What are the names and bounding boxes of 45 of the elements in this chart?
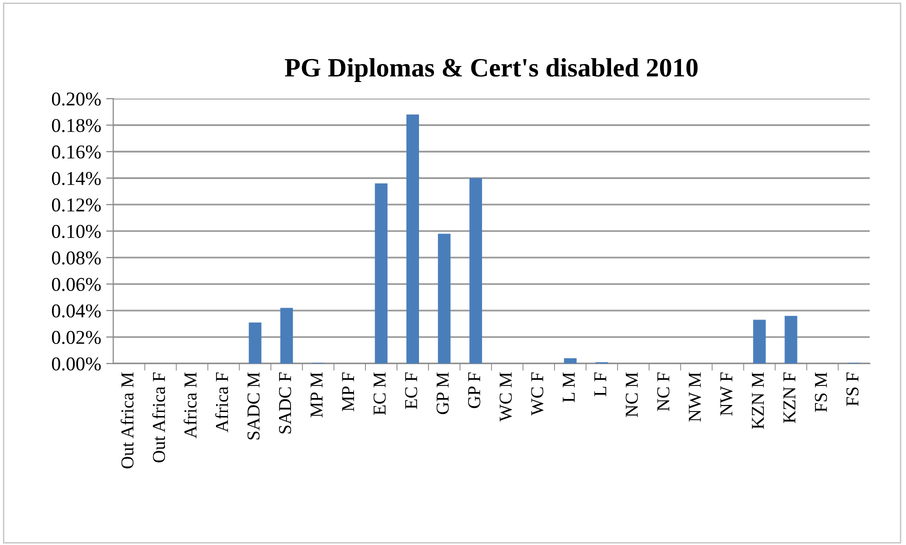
y-tick-label: 0.04% — [52, 304, 101, 318]
x-tick-label: WC M — [500, 372, 512, 422]
x-tick-label: SADC F — [279, 372, 292, 434]
bar — [753, 320, 766, 364]
x-tick-label: NC F — [657, 372, 670, 411]
y-tick-label: 0.14% — [52, 172, 101, 186]
x-tick-label: WC F — [531, 372, 544, 416]
x-tick-label: NC M — [626, 372, 638, 417]
x-tick-label: SADC M — [247, 372, 260, 440]
bar — [564, 358, 577, 364]
x-tick-label: Out Africa F — [152, 372, 166, 462]
x-tick-label: NW M — [688, 372, 702, 422]
bar — [248, 322, 262, 364]
y-tick-label: 0.06% — [52, 278, 101, 292]
bar — [469, 178, 482, 364]
x-tick-label: GP F — [468, 372, 480, 408]
x-tick-label: KZN M — [752, 372, 764, 430]
x-tick-label: FS F — [846, 372, 859, 406]
bar — [374, 183, 388, 364]
bar — [406, 114, 420, 364]
y-tick-label: 0.20% — [52, 92, 101, 106]
y-tick-label: 0.00% — [52, 357, 101, 371]
y-tick-label: 0.18% — [52, 118, 101, 132]
y-tick-label: 0.12% — [52, 198, 101, 212]
y-tick-label: 0.16% — [52, 145, 101, 159]
x-tick-label: Africa M — [184, 372, 197, 438]
x-tick-label: L F — [594, 372, 606, 396]
x-tick-label: EC M — [374, 372, 386, 415]
x-tick-label: NW F — [720, 372, 733, 416]
x-tick-label: MP F — [342, 372, 354, 412]
x-tick-label: Out Africa M — [120, 372, 134, 468]
x-tick-label: GP M — [436, 372, 449, 414]
x-tick-label: EC F — [405, 372, 418, 409]
x-tick-label: MP M — [310, 372, 322, 418]
x-tick-label: Africa F — [215, 372, 228, 432]
y-tick-label: 0.02% — [52, 330, 101, 344]
x-tick-label: L M — [562, 372, 575, 402]
x-tick-label: FS M — [814, 372, 827, 412]
bar — [784, 316, 798, 364]
x-tick-label: KZN F — [783, 372, 796, 423]
chart-title: PG Diplomas & Cert's disabled 2010 — [284, 58, 698, 82]
y-tick-label: 0.08% — [52, 251, 101, 265]
y-tick-label: 0.10% — [52, 224, 101, 238]
bar — [280, 308, 293, 364]
bar — [438, 234, 451, 364]
